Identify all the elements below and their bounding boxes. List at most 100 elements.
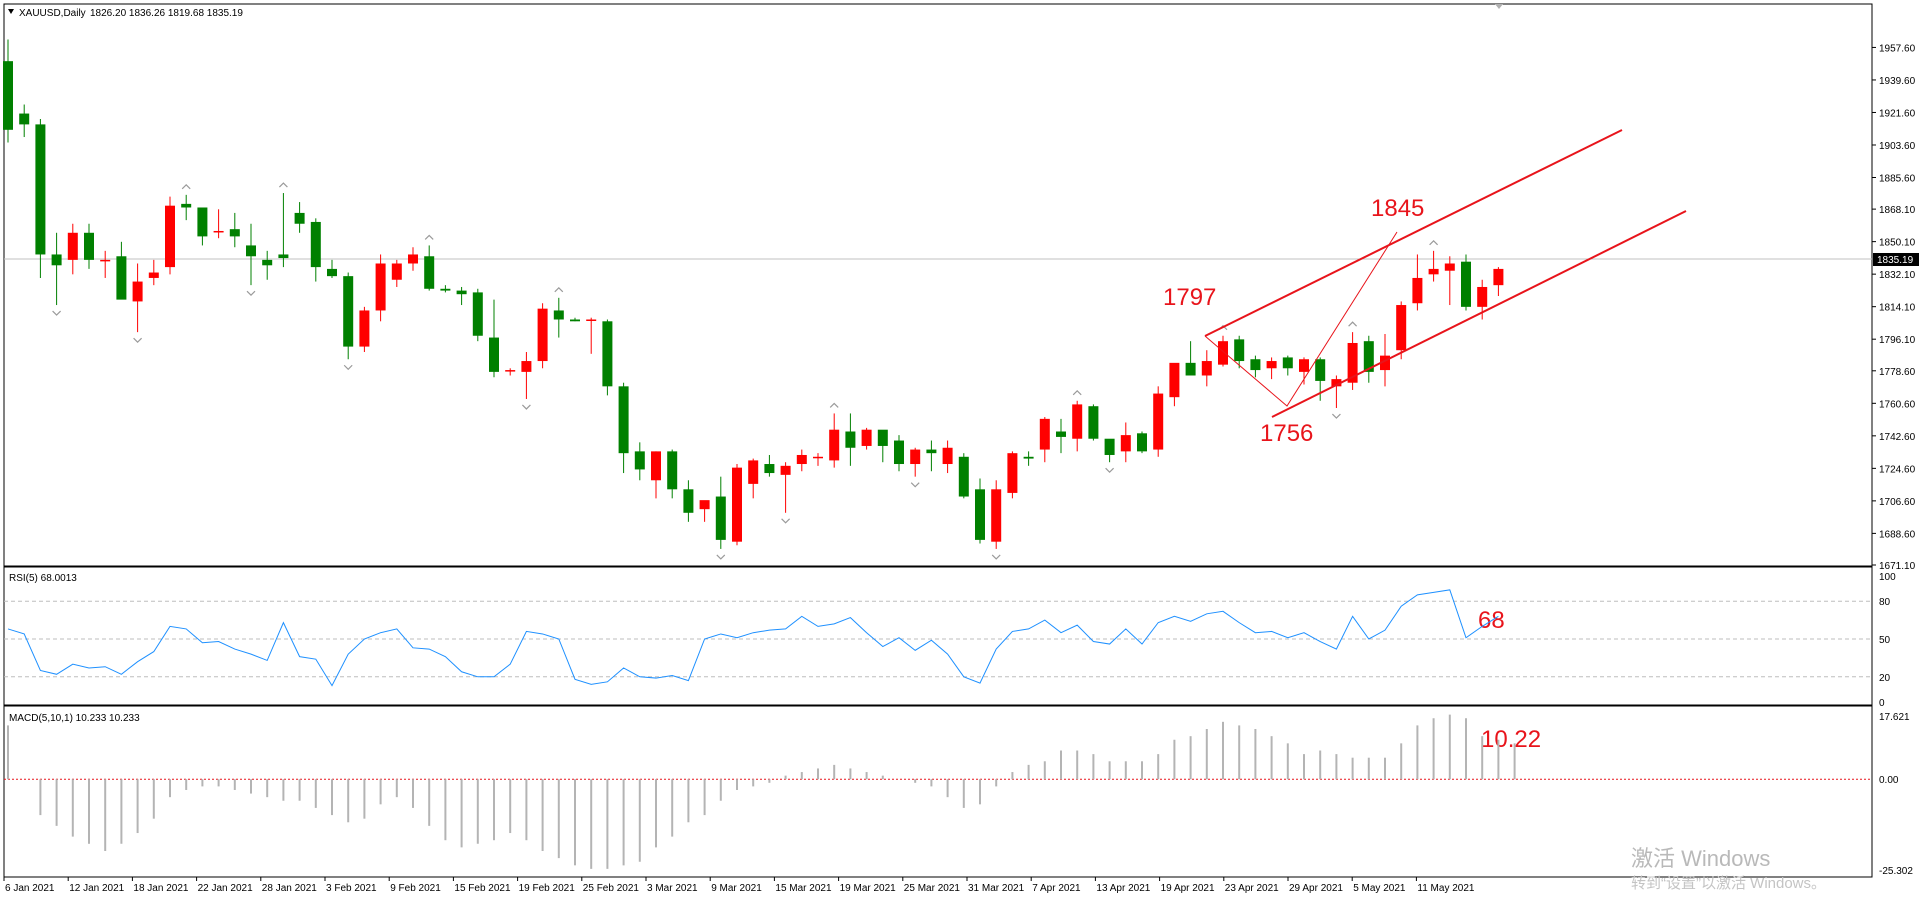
candle-body	[1299, 359, 1309, 372]
candle-body	[424, 256, 435, 289]
candle-body	[456, 290, 467, 295]
x-tick-label: 28 Jan 2021	[262, 883, 317, 894]
x-tick-label: 6 Jan 2021	[5, 883, 55, 894]
rsi-tick-label: 80	[1879, 597, 1891, 608]
fractal-down-icon	[343, 364, 353, 371]
price-tick-label: 1832.10	[1879, 270, 1916, 281]
current-price-label: 1835.19	[1877, 255, 1914, 266]
candle-body	[375, 263, 386, 311]
ohlc-label: 1826.20 1836.26 1819.68 1835.19	[90, 8, 243, 19]
x-tick-label: 19 Feb 2021	[519, 883, 576, 894]
candle-body	[1461, 261, 1471, 307]
price-panel-frame	[3, 3, 1873, 567]
rsi-tick-label: 50	[1879, 635, 1891, 646]
x-tick-label: 18 Jan 2021	[133, 883, 188, 894]
candle-body	[1120, 435, 1131, 452]
candle-body	[1137, 433, 1147, 452]
fractal-down-icon	[1105, 467, 1115, 474]
rsi-axis: 100 80 50 20 0	[4, 572, 1896, 709]
x-tick-label: 12 Jan 2021	[69, 883, 124, 894]
candle-body	[667, 451, 678, 490]
candle-body	[359, 310, 370, 347]
candle-body	[926, 449, 937, 454]
candle-body	[715, 496, 726, 540]
fractal-down-icon	[716, 554, 726, 560]
macd-tick-label: -25.302	[1879, 866, 1913, 877]
candle-body	[1428, 268, 1439, 275]
candle-body	[327, 268, 337, 277]
price-tick-label: 1903.60	[1879, 141, 1916, 152]
rsi-line	[7, 589, 1499, 687]
symbol-label: XAUUSD,Daily	[19, 8, 86, 19]
candle-body	[229, 229, 240, 237]
candle-body	[764, 464, 775, 474]
candle-body	[67, 232, 78, 260]
price-tick-label: 1742.60	[1879, 432, 1916, 443]
channel-upper-line	[1204, 129, 1623, 337]
rsi-title: RSI(5) 68.0013	[9, 573, 77, 584]
candles	[3, 39, 1504, 549]
candle-body	[634, 451, 645, 470]
fractal-up-icon	[554, 286, 564, 293]
candle-body	[100, 259, 111, 262]
candle-body	[699, 500, 710, 510]
current-price-box	[1873, 253, 1919, 266]
candle-body	[732, 467, 742, 542]
candle-body	[829, 429, 840, 461]
candle-body	[1396, 305, 1407, 351]
candle-body	[165, 205, 175, 268]
fractal-up-icon	[1348, 321, 1358, 327]
x-tick-label: 9 Mar 2021	[711, 883, 762, 894]
candle-body	[1477, 286, 1488, 307]
candle-body	[1363, 341, 1374, 372]
candle-body	[942, 447, 953, 465]
fractal-down-icon	[133, 337, 143, 343]
fractal-down-icon	[910, 482, 920, 488]
label-macd-10-22: 10.22	[1481, 726, 1541, 753]
candle-body	[408, 254, 418, 264]
candle-body	[1266, 361, 1277, 369]
candle-body	[553, 310, 564, 320]
candle-body	[796, 454, 807, 465]
fractal-up-icon	[181, 183, 191, 190]
candle-body	[1250, 359, 1261, 371]
price-tick-label: 1921.60	[1879, 108, 1916, 119]
macd-axis: 17.621 0.00 -25.302	[4, 712, 1913, 877]
x-tick-label: 23 Apr 2021	[1225, 883, 1279, 894]
candle-body	[602, 321, 613, 387]
price-tick-label: 1760.60	[1879, 399, 1916, 410]
shift-marker-icon[interactable]	[1495, 4, 1503, 9]
candle-body	[35, 124, 46, 255]
fractal-down-icon	[781, 518, 791, 524]
price-tick-label: 1885.60	[1879, 174, 1916, 185]
x-tick-label: 3 Mar 2021	[647, 883, 698, 894]
price-tick-label: 1724.60	[1879, 464, 1916, 475]
candle-body	[877, 429, 888, 446]
rsi-tick-label: 100	[1879, 572, 1896, 583]
candle-body	[1282, 357, 1293, 369]
candle-body	[148, 272, 159, 278]
candle-body	[1234, 339, 1245, 362]
candle-body	[391, 263, 402, 280]
x-tick-label: 5 May 2021	[1353, 883, 1406, 894]
macd-bars	[7, 714, 1516, 869]
candle-body	[51, 254, 62, 266]
rsi-tick-label: 20	[1879, 673, 1891, 684]
candle-body	[861, 429, 872, 446]
candle-body	[586, 319, 597, 321]
candle-body	[845, 431, 856, 448]
x-axis: 6 Jan 2021 12 Jan 2021 18 Jan 2021 22 Jan 2…	[3, 877, 1475, 894]
candle-body	[116, 256, 127, 300]
candle-body	[1039, 418, 1050, 450]
candle-body	[343, 276, 354, 347]
price-tick-label: 1939.60	[1879, 76, 1916, 87]
price-tick-label: 1957.60	[1879, 43, 1916, 54]
fractal-down-icon	[1331, 413, 1341, 419]
x-tick-label: 22 Jan 2021	[198, 883, 253, 894]
candle-body	[975, 489, 985, 540]
x-tick-label: 19 Mar 2021	[840, 883, 897, 894]
fractal-up-icon	[829, 402, 839, 408]
collapse-triangle-icon[interactable]	[8, 9, 14, 14]
fractal-down-icon	[991, 554, 1001, 560]
